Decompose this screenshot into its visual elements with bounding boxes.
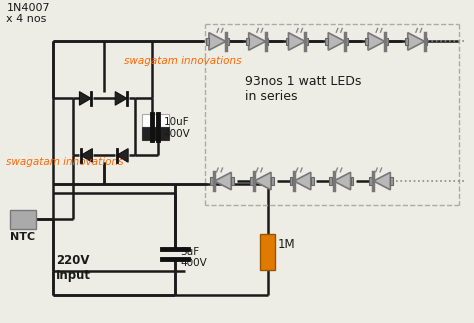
Bar	[325, 38, 328, 45]
Bar	[311, 177, 314, 185]
Text: swagatam innovations: swagatam innovations	[124, 56, 241, 66]
Text: 1M: 1M	[278, 237, 295, 251]
Text: 1N4007
x 4 nos: 1N4007 x 4 nos	[6, 3, 50, 25]
Polygon shape	[80, 92, 91, 105]
Polygon shape	[368, 33, 385, 50]
Polygon shape	[294, 172, 311, 190]
Text: swagatam innovations: swagatam innovations	[6, 157, 124, 167]
Polygon shape	[214, 172, 231, 190]
Bar	[231, 177, 234, 185]
Bar	[142, 114, 169, 127]
Polygon shape	[249, 33, 265, 50]
Bar	[390, 177, 393, 185]
Bar	[246, 38, 249, 45]
Bar	[329, 177, 332, 185]
Polygon shape	[81, 149, 92, 162]
Bar	[260, 234, 275, 270]
Polygon shape	[408, 33, 425, 50]
Bar	[286, 38, 289, 45]
Bar	[271, 177, 274, 185]
Bar	[250, 177, 253, 185]
Text: 93nos 1 watt LEDs
in series: 93nos 1 watt LEDs in series	[245, 75, 361, 103]
Bar	[345, 38, 348, 45]
Bar	[226, 38, 228, 45]
Text: 10uF
400V: 10uF 400V	[164, 117, 190, 139]
Text: NTC: NTC	[10, 232, 36, 242]
Polygon shape	[115, 92, 127, 105]
Bar	[142, 127, 169, 140]
Bar	[385, 38, 388, 45]
Bar	[210, 177, 213, 185]
Bar	[290, 177, 292, 185]
Polygon shape	[334, 172, 351, 190]
Text: 5uF
400V: 5uF 400V	[180, 246, 207, 268]
Polygon shape	[374, 172, 390, 190]
Polygon shape	[289, 33, 305, 50]
Bar	[10, 210, 36, 229]
Polygon shape	[328, 33, 345, 50]
Bar	[365, 38, 368, 45]
Polygon shape	[209, 33, 226, 50]
Bar	[425, 38, 428, 45]
Bar	[405, 38, 408, 45]
Polygon shape	[254, 172, 271, 190]
Polygon shape	[117, 149, 128, 162]
Bar	[206, 38, 209, 45]
Bar	[351, 177, 354, 185]
Bar	[265, 38, 268, 45]
Text: 220V
Input: 220V Input	[56, 254, 91, 282]
Bar	[369, 177, 372, 185]
Bar	[305, 38, 308, 45]
